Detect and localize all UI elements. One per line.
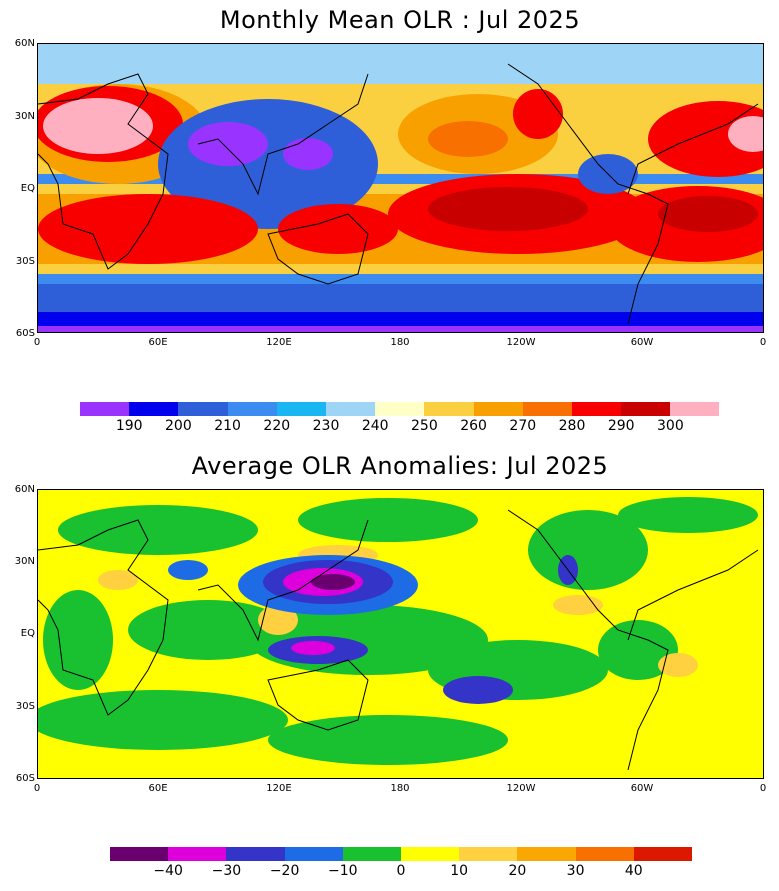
colorbar-label: 210 (214, 418, 241, 434)
lon-label-120w-anom: 120W (506, 783, 536, 794)
lat-label-60s-anom: 60S (15, 773, 35, 784)
colorbar-label: 40 (624, 863, 643, 879)
lon-label-0-anom: 0 (33, 783, 41, 794)
colorbar-swatch (517, 847, 576, 861)
colorbar-swatch (227, 402, 277, 416)
lat-label-eq-anom: EQ (20, 628, 35, 639)
colorbar-label: 290 (607, 418, 635, 434)
colorbar-swatch (178, 402, 228, 416)
colorbar-swatch (325, 402, 376, 416)
lat-label-30n: 30N (14, 111, 35, 122)
colorbar-label: −20 (269, 863, 300, 879)
olr-anomaly-field (38, 490, 763, 778)
mean-olr-title: Monthly Mean OLR : Jul 2025 (219, 6, 581, 34)
lon-label-120w: 120W (506, 337, 536, 348)
colorbar-label: 200 (165, 418, 192, 434)
colorbar-swatch (284, 847, 343, 861)
colorbar-label: 260 (460, 418, 487, 434)
colorbar-label: −30 (211, 863, 242, 879)
colorbar-label: 270 (509, 418, 537, 434)
colorbar-label: 20 (508, 863, 527, 879)
colorbar-label: 280 (558, 418, 586, 434)
colorbar-swatch (226, 847, 285, 861)
colorbar-swatch (571, 402, 622, 416)
colorbar-label: 240 (361, 418, 389, 434)
colorbar-swatch (621, 402, 671, 416)
colorbar-label: 230 (312, 418, 340, 434)
lon-label-60w-anom: 60W (630, 783, 654, 794)
lon-label-60e-anom: 60E (148, 783, 168, 794)
colorbar-swatch (375, 402, 425, 416)
lat-label-30s-anom: 30S (15, 701, 35, 712)
lat-label-30s: 30S (15, 256, 35, 267)
colorbar-swatch (459, 847, 518, 861)
lon-label-180: 180 (390, 337, 410, 348)
colorbar-label: −10 (328, 863, 358, 879)
colorbar-swatch (276, 402, 326, 416)
colorbar-label: 30 (566, 863, 585, 879)
lon-label-0-east: 0 (759, 337, 767, 348)
colorbar-swatch (342, 847, 401, 861)
colorbar-label: 10 (450, 863, 469, 879)
colorbar-label: 190 (115, 418, 143, 434)
olr-anomaly-map (37, 489, 764, 779)
lat-label-30n-anom: 30N (14, 556, 35, 567)
olr-anomaly-title: Average OLR Anomalies: Jul 2025 (191, 452, 609, 480)
coastlines (38, 509, 759, 771)
lon-label-180-anom: 180 (390, 783, 410, 794)
olr-anomaly-colorbar (110, 847, 692, 861)
colorbar-swatch (400, 847, 460, 861)
colorbar-swatch (575, 847, 634, 861)
colorbar-swatch (129, 402, 179, 416)
lat-label-60n-anom: 60N (14, 484, 35, 495)
lon-label-60e: 60E (148, 337, 168, 348)
colorbar-swatch (522, 402, 572, 416)
colorbar-swatch (633, 847, 692, 861)
lon-label-120e-anom: 120E (266, 783, 292, 794)
colorbar-swatch (80, 402, 130, 416)
lon-label-0-east-anom: 0 (759, 783, 767, 794)
colorbar-label: 0 (396, 863, 406, 879)
coastlines (38, 63, 759, 325)
colorbar-label: 300 (657, 418, 684, 434)
lat-label-60n: 60N (14, 38, 35, 49)
colorbar-swatch (424, 402, 474, 416)
colorbar-swatch (110, 847, 169, 861)
lon-label-60w: 60W (630, 337, 654, 348)
mean-olr-colorbar (80, 402, 720, 416)
colorbar-label: 250 (411, 418, 438, 434)
colorbar-swatch (473, 402, 523, 416)
lat-label-eq: EQ (20, 183, 35, 194)
colorbar-swatch (670, 402, 720, 416)
colorbar-swatch (168, 847, 227, 861)
lon-label-0: 0 (33, 337, 41, 348)
colorbar-label: −40 (153, 863, 183, 879)
mean-olr-field (38, 44, 763, 332)
lon-label-120e: 120E (266, 337, 292, 348)
colorbar-label: 220 (263, 418, 291, 434)
lat-label-60s: 60S (15, 328, 35, 339)
mean-olr-map (37, 43, 764, 333)
